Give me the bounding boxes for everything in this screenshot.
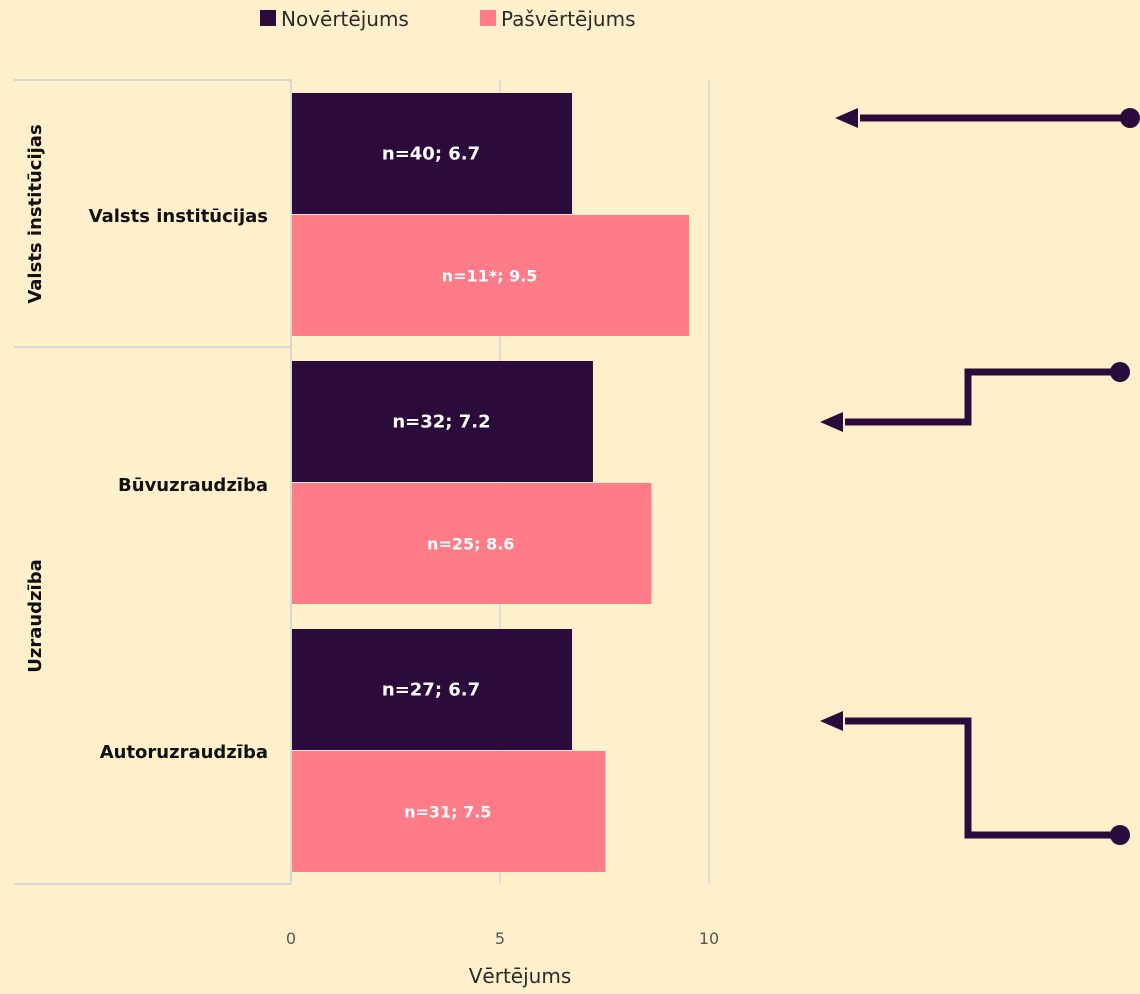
annotation-arrows [820, 108, 1140, 845]
legend-swatch-novertejums [260, 10, 276, 26]
data-label-novertejums-1: n=32; 7.2 [392, 412, 490, 433]
bar-pasvertejums-0 [292, 215, 690, 336]
legend-label-novertejums: Novērtējums [281, 7, 409, 31]
legend: Novērtējums Pašvērtējums [260, 7, 635, 31]
bar-novertejums-2 [292, 629, 573, 750]
x-ticks: 0 5 10 [286, 929, 719, 948]
x-tick-0: 0 [286, 929, 296, 948]
data-label-pasvertejums-2: n=31; 7.5 [404, 803, 491, 822]
data-label-novertejums-0: n=40; 6.7 [382, 144, 480, 165]
x-axis-title: Vērtējums [469, 964, 572, 988]
arrow-3 [820, 711, 1130, 845]
group-label-valsts: Valsts institūcijas [25, 124, 46, 303]
legend-label-pasvertejums: Pašvērtējums [501, 7, 635, 31]
arrow-2 [820, 362, 1130, 432]
bar-novertejums-1 [292, 361, 593, 482]
data-label-novertejums-2: n=27; 6.7 [382, 680, 480, 701]
category-label-valsts: Valsts institūcijas [89, 206, 268, 227]
bar-novertejums-0 [292, 93, 573, 214]
data-label-pasvertejums-0: n=11*; 9.5 [442, 267, 538, 286]
category-axis-frame [14, 79, 292, 885]
bar-pasvertejums-1 [292, 483, 652, 604]
legend-swatch-pasvertejums [480, 10, 496, 26]
x-tick-10: 10 [699, 929, 719, 948]
category-label-buvuzraudziba: Būvuzraudzība [118, 475, 268, 496]
arrow-1 [835, 108, 1140, 128]
bars: n=40; 6.7 n=11*; 9.5 n=32; 7.2 n=25; 8.6 n=2… [292, 93, 690, 872]
data-label-pasvertejums-1: n=25; 8.6 [427, 535, 514, 554]
x-tick-5: 5 [495, 929, 505, 948]
group-label-uzraudziba: Uzraudzība [25, 559, 46, 673]
category-label-autoruzraudziba: Autoruzraudzība [100, 742, 268, 763]
bar-pasvertejums-2 [292, 751, 606, 872]
